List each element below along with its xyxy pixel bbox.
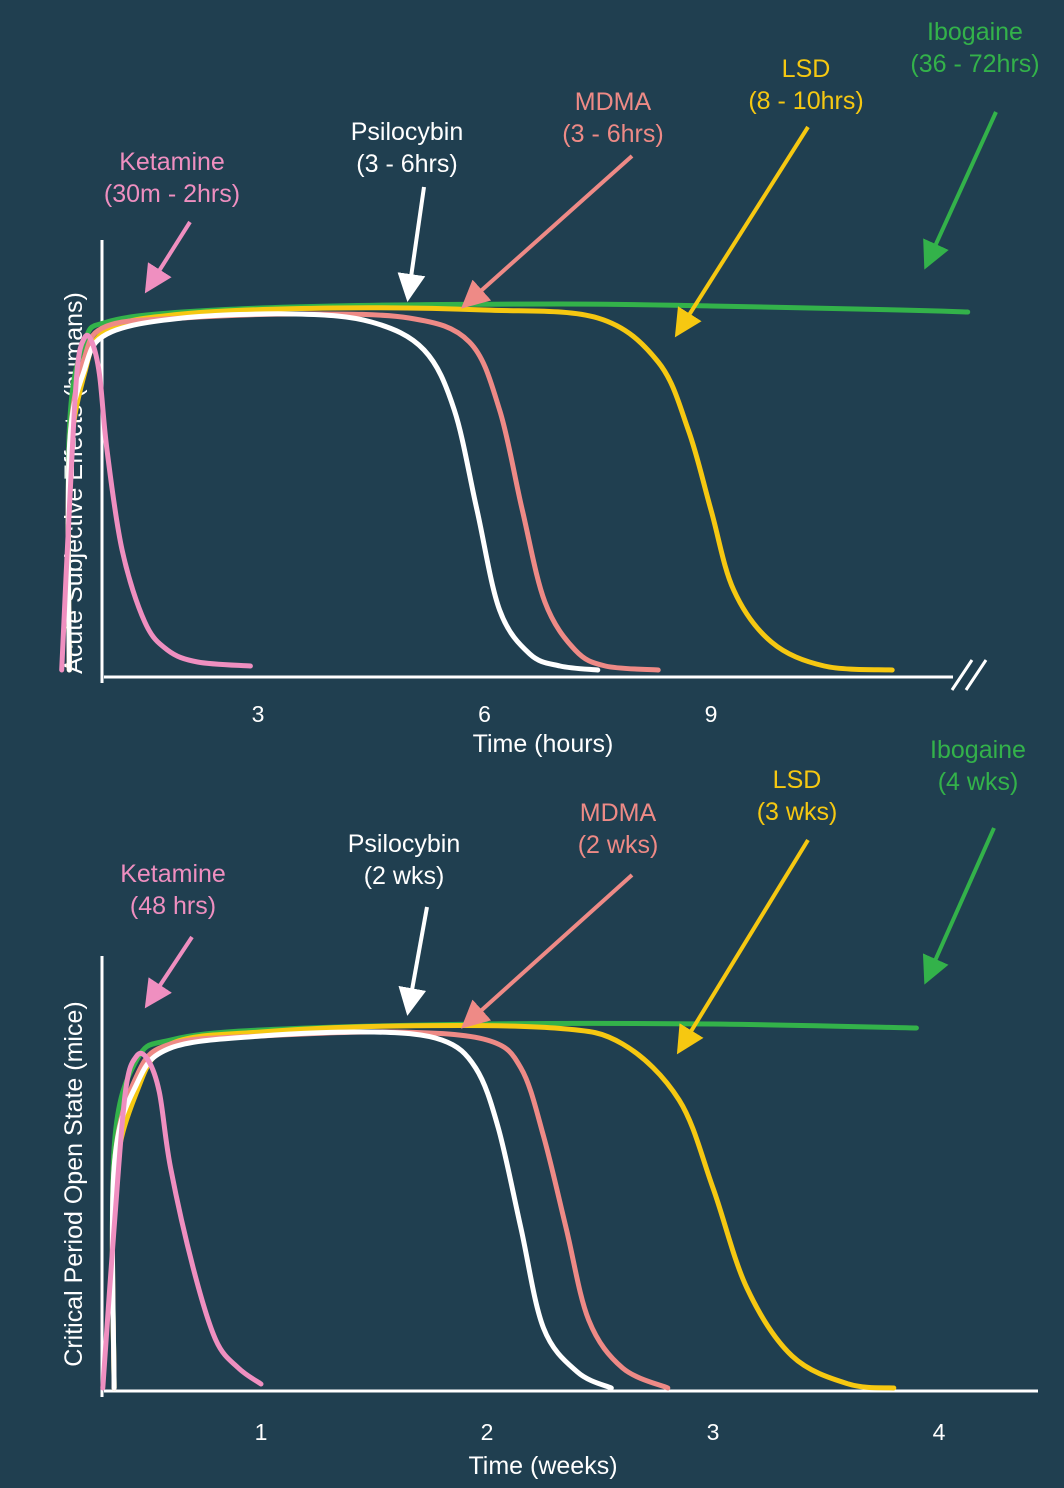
x-tick-label: 3 <box>707 1419 720 1445</box>
series-label-lsd: LSD <box>782 55 831 83</box>
series-duration-ketamine: (30m - 2hrs) <box>104 180 240 208</box>
series-duration-ibogaine: (36 - 72hrs) <box>910 50 1039 78</box>
x-tick-label: 2 <box>481 1419 494 1445</box>
x-tick-label: 1 <box>255 1419 268 1445</box>
series-label-ketamine: Ketamine <box>120 860 226 888</box>
series-label-ketamine: Ketamine <box>119 148 225 176</box>
series-duration-ketamine: (48 hrs) <box>130 892 216 920</box>
arrow-mdma <box>461 873 634 1029</box>
x-tick-label: 4 <box>933 1419 946 1445</box>
x-tick-label: 9 <box>705 701 718 727</box>
series-label-ibogaine: Ibogaine <box>930 736 1026 764</box>
series-line-lsd <box>109 1023 897 1391</box>
series-label-mdma: MDMA <box>575 88 652 116</box>
arrow-lsd <box>674 125 810 338</box>
series-line-psilocybin <box>65 311 601 673</box>
series-label-ibogaine: Ibogaine <box>927 18 1023 46</box>
x-tick-label: 6 <box>478 701 491 727</box>
arrow-ibogaine <box>922 827 996 985</box>
x-axis-title: Time (hours) <box>473 730 614 758</box>
series-line-mdma <box>109 1029 671 1391</box>
arrow-psilocybin <box>398 906 429 1016</box>
series-line-ketamine <box>59 332 253 673</box>
series-duration-mdma: (3 - 6hrs) <box>562 120 663 148</box>
series-label-psilocybin: Psilocybin <box>351 118 464 146</box>
axis-break-mark <box>964 659 988 691</box>
arrow-ibogaine <box>923 111 998 270</box>
axis-break-mark <box>950 659 974 691</box>
series-duration-psilocybin: (3 - 6hrs) <box>356 150 457 178</box>
arrow-psilocybin <box>397 186 426 302</box>
series-line-psilocybin <box>109 1029 614 1391</box>
series-line-mdma <box>65 311 661 673</box>
series-duration-ibogaine: (4 wks) <box>938 768 1019 796</box>
series-label-lsd: LSD <box>773 766 822 794</box>
series-duration-mdma: (2 wks) <box>578 831 659 859</box>
series-label-mdma: MDMA <box>580 799 657 827</box>
x-axis-title: Time (weeks) <box>468 1452 617 1480</box>
chart-panel-2: 1 2 3 4 Time (weeks) Critical Period Open Sta… <box>60 736 1038 1480</box>
arrow-ketamine <box>144 935 194 1009</box>
arrow-lsd <box>676 838 810 1055</box>
series-duration-lsd: (3 wks) <box>757 798 838 826</box>
series-line-ketamine <box>100 1050 264 1391</box>
x-tick-label: 3 <box>252 701 265 727</box>
series-duration-lsd: (8 - 10hrs) <box>748 87 863 115</box>
arrow-ketamine <box>144 220 192 294</box>
series-duration-psilocybin: (2 wks) <box>364 862 445 890</box>
arrow-mdma <box>461 154 634 309</box>
series-label-psilocybin: Psilocybin <box>348 830 461 858</box>
y-axis-title: Critical Period Open State (mice) <box>60 1001 88 1366</box>
